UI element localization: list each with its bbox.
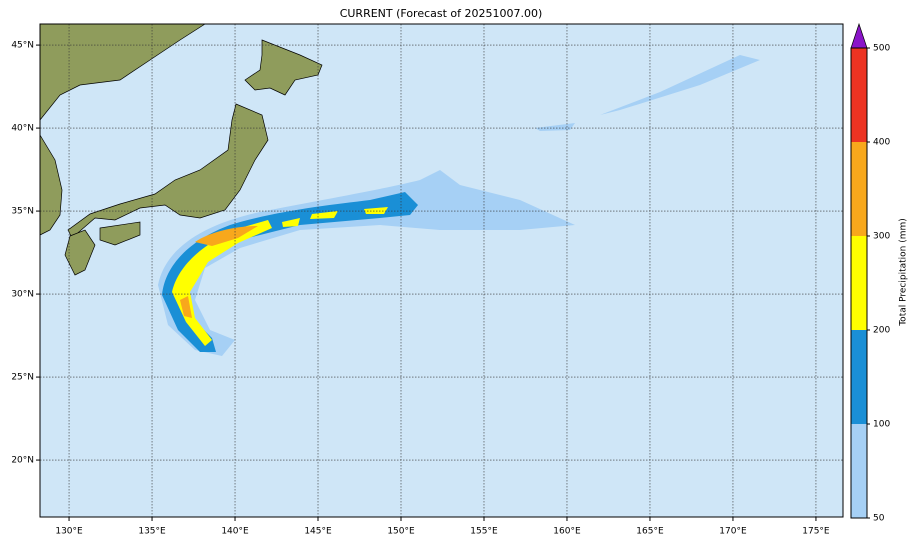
colorbar-tick-label: 500 xyxy=(873,44,890,54)
y-tick-label: 45°N xyxy=(11,41,34,51)
map-area xyxy=(39,23,844,518)
precip-50 xyxy=(158,170,575,356)
precip-50 xyxy=(535,123,575,131)
colorbar-extend xyxy=(850,22,868,49)
map-frame xyxy=(39,23,844,518)
y-tick-label: 30°N xyxy=(11,290,34,300)
land xyxy=(64,229,96,276)
x-tick-label: 145°E xyxy=(304,527,332,537)
land xyxy=(67,103,269,239)
land xyxy=(39,23,207,121)
y-tick-label: 25°N xyxy=(11,373,34,383)
colorbar-tick-label: 400 xyxy=(873,138,890,148)
x-tick-label: 140°E xyxy=(221,527,249,537)
x-tick-label: 160°E xyxy=(553,527,581,537)
precip-200 xyxy=(282,207,388,227)
x-tick-label: 130°E xyxy=(55,527,83,537)
colorbar-segment xyxy=(851,236,867,330)
map-title: CURRENT (Forecast of 20251007.00) xyxy=(340,7,543,20)
colorbar-segment xyxy=(851,48,867,142)
x-tick-label: 150°E xyxy=(387,527,415,537)
colorbar-segment xyxy=(851,424,867,518)
y-tick-label: 35°N xyxy=(11,207,34,217)
land xyxy=(244,39,323,96)
colorbar-label: Total Precipitation (mm) xyxy=(899,218,909,327)
x-tick-label: 175°E xyxy=(802,527,830,537)
colorbar-tick-label: 100 xyxy=(873,420,890,430)
ocean xyxy=(40,24,843,517)
colorbar-segment xyxy=(851,142,867,236)
land xyxy=(99,221,141,246)
precip-200 xyxy=(172,220,272,346)
precip-300 xyxy=(180,226,258,318)
x-tick-label: 170°E xyxy=(719,527,747,537)
y-tick-label: 20°N xyxy=(11,456,34,466)
precip-50 xyxy=(600,55,760,115)
y-tick-label: 40°N xyxy=(11,124,34,134)
colorbar-segment xyxy=(851,330,867,424)
x-tick-label: 165°E xyxy=(636,527,664,537)
colorbar-frame xyxy=(850,47,868,519)
x-tick-label: 155°E xyxy=(470,527,498,537)
x-tick-label: 135°E xyxy=(138,527,166,537)
colorbar-tick-label: 300 xyxy=(873,232,890,242)
colorbar-tick-label: 200 xyxy=(873,326,890,336)
colorbar-tick-label: 50 xyxy=(873,514,885,524)
